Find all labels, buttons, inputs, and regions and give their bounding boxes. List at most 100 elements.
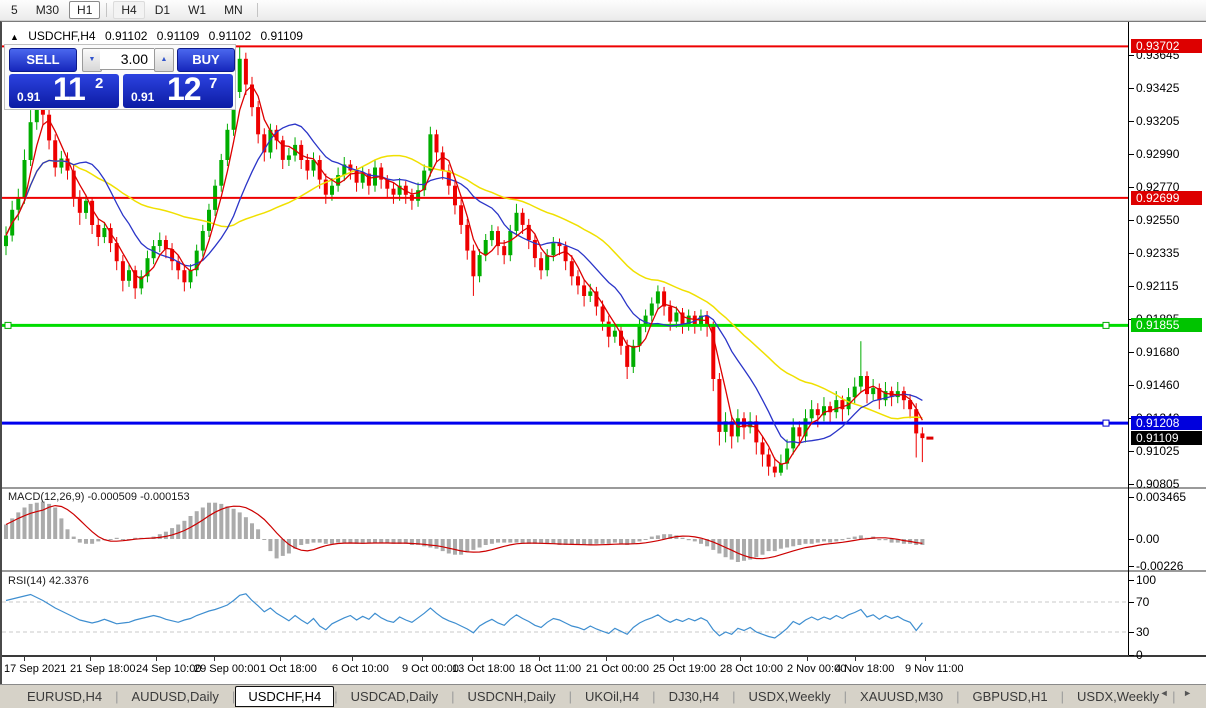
price-tick-mark (1129, 286, 1134, 287)
time-tick-mark (606, 657, 607, 661)
tab-separator: | (568, 689, 572, 704)
price-tick-label: 0.92335 (1136, 246, 1180, 260)
tab-separator: | (652, 689, 656, 704)
rsi-tick-label: 0 (1136, 648, 1143, 662)
rsi-label: RSI(14) 42.3376 (8, 575, 89, 587)
tab-usdx-weekly[interactable]: USDX,Weekly (1077, 689, 1160, 704)
timeframe-button-5[interactable]: 5 (11, 3, 18, 17)
price-tick-mark (1129, 154, 1134, 155)
ohlc-high: 0.91109 (156, 29, 200, 43)
rsi-canvas[interactable] (2, 572, 1128, 655)
price-tick-mark (1129, 385, 1134, 386)
price-tick-label: 0.92550 (1136, 213, 1180, 227)
timeframe-toolbar: 5 M30 H1 H4 D1 W1 MN (0, 0, 1206, 21)
macd-pane-separator[interactable] (2, 487, 1206, 489)
timeframe-button-H1[interactable]: H1 (69, 1, 101, 19)
tab-audusd-daily[interactable]: AUDUSD,Daily (131, 689, 219, 704)
buy-price-big: 12 (167, 71, 202, 107)
time-tick-mark (807, 657, 808, 661)
buy-price-prefix: 0.91 (131, 90, 155, 104)
sell-price-display[interactable]: 0.91 11 2 (9, 71, 119, 108)
volume-down-button[interactable]: ▼ (82, 48, 102, 72)
buy-price-display[interactable]: 0.91 12 7 (123, 71, 233, 108)
symbol-ohlc-line: ▲ USDCHF,H4 0.91102 0.91109 0.91102 0.91… (10, 29, 309, 43)
chart-symbol: USDCHF,H4 (28, 29, 96, 43)
sell-button[interactable]: SELL (9, 48, 77, 72)
sell-price-big: 11 (53, 71, 86, 107)
rsi-tick-mark (1129, 602, 1134, 603)
price-tick-label: 0.93425 (1136, 81, 1180, 95)
ohlc-open: 0.91102 (104, 29, 148, 43)
price-tick-mark (1129, 88, 1134, 89)
sell-price-prefix: 0.91 (17, 90, 41, 104)
timeframe-button-W1[interactable]: W1 (188, 3, 207, 17)
time-tick-label: 9 Oct 00:00 (402, 663, 459, 675)
volume-input[interactable] (100, 48, 154, 70)
timeframe-button-D1[interactable]: D1 (154, 3, 171, 17)
price-tick-label: 0.91680 (1136, 345, 1180, 359)
rsi-tick-label: 70 (1136, 595, 1150, 609)
time-tick-label: 17 Sep 2021 (4, 663, 67, 675)
macd-label: MACD(12,26,9) -0.000509 -0.000153 (8, 491, 190, 503)
price-level-badge: 0.91109 (1131, 431, 1202, 445)
price-level-badge: 0.91855 (1131, 318, 1202, 332)
time-tick-label: 29 Sep 00:00 (194, 663, 260, 675)
price-tick-label: 0.93205 (1136, 114, 1180, 128)
macd-tick-label: 0.00 (1136, 532, 1160, 546)
tab-dj30-h4[interactable]: DJ30,H4 (668, 689, 720, 704)
time-tick-mark (855, 657, 856, 661)
price-level-badge: 0.93702 (1131, 39, 1202, 53)
tab-separator: | (843, 689, 848, 704)
time-tick-mark (280, 657, 281, 661)
time-tick-label: 1 Oct 18:00 (260, 663, 317, 675)
price-tick-mark (1129, 121, 1134, 122)
chart-tab-bar: EURUSD,H4 | AUDUSD,Daily | USDCHF,H4 | USDCAD,… (0, 684, 1206, 708)
tab-usdcnh-daily[interactable]: USDCNH,Daily (467, 689, 556, 704)
tab-xauusd-m30[interactable]: XAUUSD,M30 (860, 689, 944, 704)
price-tick-mark (1129, 187, 1134, 188)
time-tick-mark (673, 657, 674, 661)
price-tick-mark (1129, 451, 1134, 452)
price-level-badge: 0.92699 (1131, 191, 1202, 205)
macd-tick-mark (1129, 566, 1134, 567)
buy-button[interactable]: BUY (177, 48, 235, 72)
rsi-tick-mark (1129, 632, 1134, 633)
price-tick-label: 0.90805 (1136, 477, 1180, 491)
price-tick-mark (1129, 352, 1134, 353)
price-tick-label: 0.92770 (1136, 180, 1180, 194)
price-level-badge: 0.91208 (1131, 416, 1202, 430)
tab-separator: | (451, 689, 455, 704)
time-tick-label: 13 Oct 18:00 (452, 663, 515, 675)
macd-tick-mark (1129, 539, 1134, 540)
tab-usdx-weekly[interactable]: USDX,Weekly (748, 689, 831, 704)
timeframe-button-MN[interactable]: MN (224, 3, 243, 17)
tab-ukoil-h4[interactable]: UKOil,H4 (584, 689, 640, 704)
timeframe-button-H4[interactable]: H4 (113, 1, 145, 19)
collapse-panel-icon[interactable]: ▲ (10, 32, 19, 42)
rsi-tick-label: 30 (1136, 625, 1150, 639)
time-tick-label: 28 Oct 10:00 (720, 663, 783, 675)
rsi-tick-label: 100 (1136, 573, 1157, 587)
tab-scroll-arrows[interactable]: ◄ ► (1159, 688, 1198, 698)
rsi-tick-mark (1129, 655, 1134, 656)
one-click-trade-panel: SELL ▼ ▲ BUY 0.91 11 2 0.91 12 7 (4, 44, 236, 110)
rsi-pane-separator[interactable] (2, 570, 1206, 572)
tab-eurusd-h4[interactable]: EURUSD,H4 (27, 689, 103, 704)
tab-separator: | (231, 689, 236, 704)
macd-canvas[interactable] (2, 489, 1128, 570)
price-tick-mark (1129, 220, 1134, 221)
ohlc-close: 0.91109 (260, 29, 303, 43)
time-tick-mark (24, 657, 25, 661)
time-tick-mark (472, 657, 473, 661)
volume-up-button[interactable]: ▲ (154, 48, 174, 72)
ohlc-low: 0.91102 (208, 29, 252, 43)
tab-usdcad-daily[interactable]: USDCAD,Daily (350, 689, 439, 704)
tab-separator: | (732, 689, 736, 704)
tab-gbpusd-h1[interactable]: GBPUSD,H1 (972, 689, 1048, 704)
time-tick-label: 24 Sep 10:00 (136, 663, 202, 675)
timeframe-button-M30[interactable]: M30 (35, 3, 60, 17)
price-chart-canvas[interactable] (2, 22, 1128, 487)
time-tick-label: 2 Nov 00:00 (787, 663, 847, 675)
tab-usdchf-h4[interactable]: USDCHF,H4 (235, 686, 335, 707)
time-tick-mark (90, 657, 91, 661)
